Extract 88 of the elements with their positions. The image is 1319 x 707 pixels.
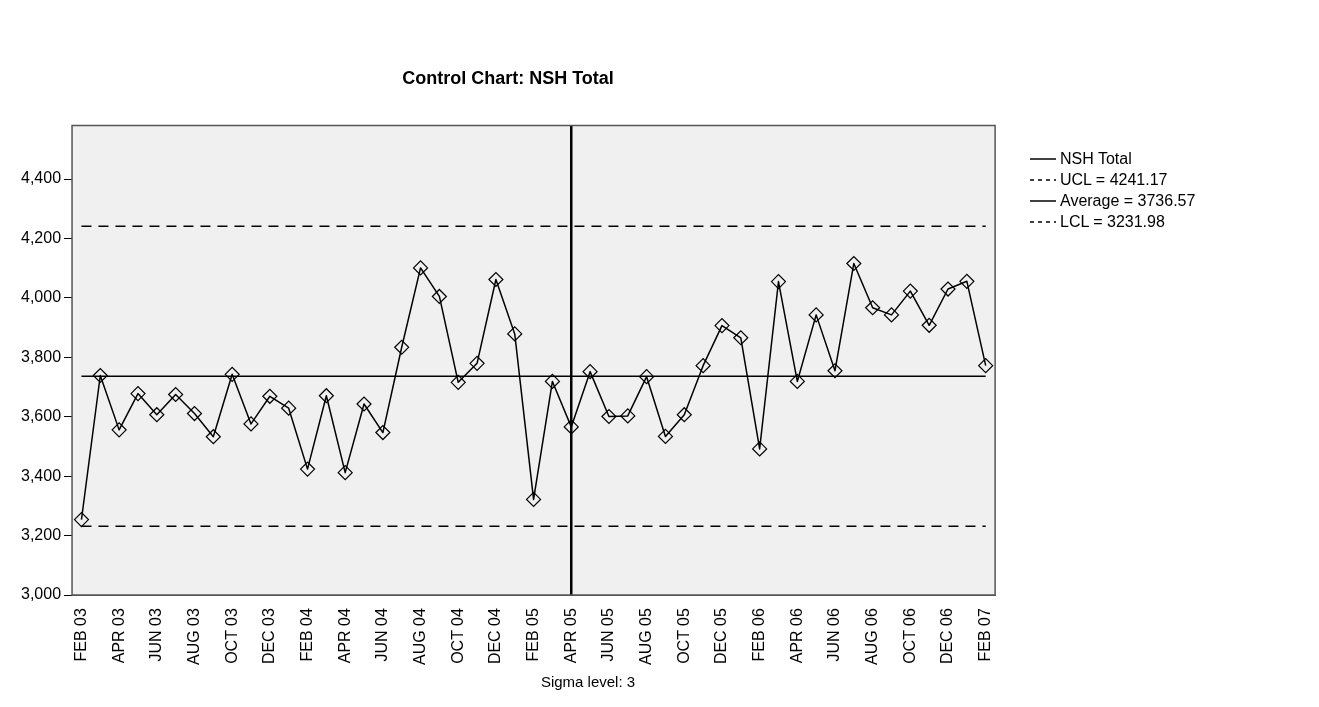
- point: [959, 273, 975, 289]
- text: Sigma level: 3: [539, 673, 637, 690]
- point: [902, 283, 918, 299]
- point: [865, 300, 881, 316]
- point: [92, 367, 108, 384]
- x-tick-label: AUG 05: [637, 607, 655, 666]
- point: [921, 317, 937, 333]
- point: [412, 260, 429, 276]
- x-tick-label: FEB 05: [523, 607, 541, 662]
- x-tick-label: DEC 03: [260, 607, 278, 665]
- point: [149, 407, 165, 423]
- x-tick-label: DEC 04: [486, 607, 504, 665]
- x-tick-label: DEC 06: [938, 607, 956, 665]
- y-tick-label: 3,000: [20, 585, 62, 603]
- x-tick-label: JUN 03: [147, 607, 165, 662]
- legend-label: Average = 3736.57: [1060, 191, 1196, 211]
- x-tick-label: APR 03: [109, 607, 127, 664]
- point: [808, 307, 824, 323]
- x-tick-label: FEB 06: [750, 607, 768, 662]
- point: [940, 281, 956, 297]
- x-tick-label: OCT 03: [222, 607, 240, 664]
- point: [488, 271, 504, 288]
- legend-label: UCL = 4241.17: [1060, 170, 1168, 190]
- point: [337, 465, 353, 481]
- x-tick-label: DEC 05: [712, 607, 730, 665]
- point: [563, 419, 579, 435]
- x-tick-label: AUG 06: [863, 607, 881, 666]
- y-tick-label: 4,200: [20, 228, 62, 246]
- point: [846, 255, 862, 272]
- point: [601, 408, 617, 425]
- x-tick-label: JUN 04: [373, 607, 391, 662]
- x-tick-label: OCT 06: [900, 607, 918, 664]
- y-tick-label: 3,800: [20, 347, 62, 365]
- point: [111, 422, 127, 438]
- point: [299, 461, 316, 477]
- point: [356, 396, 372, 412]
- point: [394, 339, 410, 355]
- x-tick-label: OCT 05: [674, 607, 692, 664]
- x-tick-label: JUN 05: [599, 607, 617, 662]
- point: [168, 386, 184, 403]
- point: [714, 317, 730, 334]
- x-tick-label: FEB 04: [297, 607, 315, 662]
- x-tick-label: AUG 03: [184, 607, 202, 666]
- point: [827, 363, 843, 379]
- x-tick-label: OCT 04: [448, 607, 466, 664]
- point: [205, 429, 221, 445]
- x-tick-label: APR 06: [787, 607, 805, 664]
- y-tick-label: 3,600: [20, 407, 62, 425]
- legend-label: LCL = 3231.98: [1060, 212, 1165, 232]
- point: [544, 373, 561, 390]
- point: [883, 307, 900, 323]
- point: [224, 366, 240, 382]
- point: [186, 405, 203, 422]
- point: [450, 374, 466, 390]
- x-tick-label: APR 04: [335, 607, 353, 664]
- point: [375, 424, 391, 441]
- x-tick-label: AUG 04: [410, 607, 428, 666]
- point: [733, 330, 749, 346]
- point: [525, 491, 542, 508]
- point: [978, 358, 994, 374]
- point: [695, 358, 711, 374]
- point: [582, 364, 598, 380]
- point: [770, 274, 787, 290]
- point: [657, 428, 674, 445]
- x-tick-label: JUN 06: [825, 607, 843, 662]
- point: [620, 408, 636, 424]
- point: [73, 512, 90, 528]
- point: [469, 355, 485, 371]
- point: [262, 388, 278, 404]
- chart-title: Control Chart: NSH Total: [402, 67, 614, 88]
- x-tick-label: FEB 03: [71, 607, 89, 662]
- point: [789, 373, 805, 390]
- y-tick-label: 4,400: [20, 169, 62, 187]
- point: [752, 441, 768, 457]
- point: [676, 407, 692, 423]
- legend-label: NSH Total: [1060, 149, 1132, 169]
- point: [639, 369, 655, 385]
- point: [318, 388, 334, 404]
- point: [281, 400, 297, 416]
- point: [243, 416, 259, 432]
- point: [431, 288, 447, 305]
- y-tick-label: 3,200: [20, 526, 62, 544]
- y-tick-label: 4,000: [20, 288, 62, 306]
- y-tick-label: 3,400: [20, 466, 62, 484]
- point: [507, 326, 523, 342]
- x-tick-label: FEB 07: [976, 607, 994, 662]
- x-tick-label: APR 05: [561, 607, 579, 664]
- point: [130, 386, 146, 402]
